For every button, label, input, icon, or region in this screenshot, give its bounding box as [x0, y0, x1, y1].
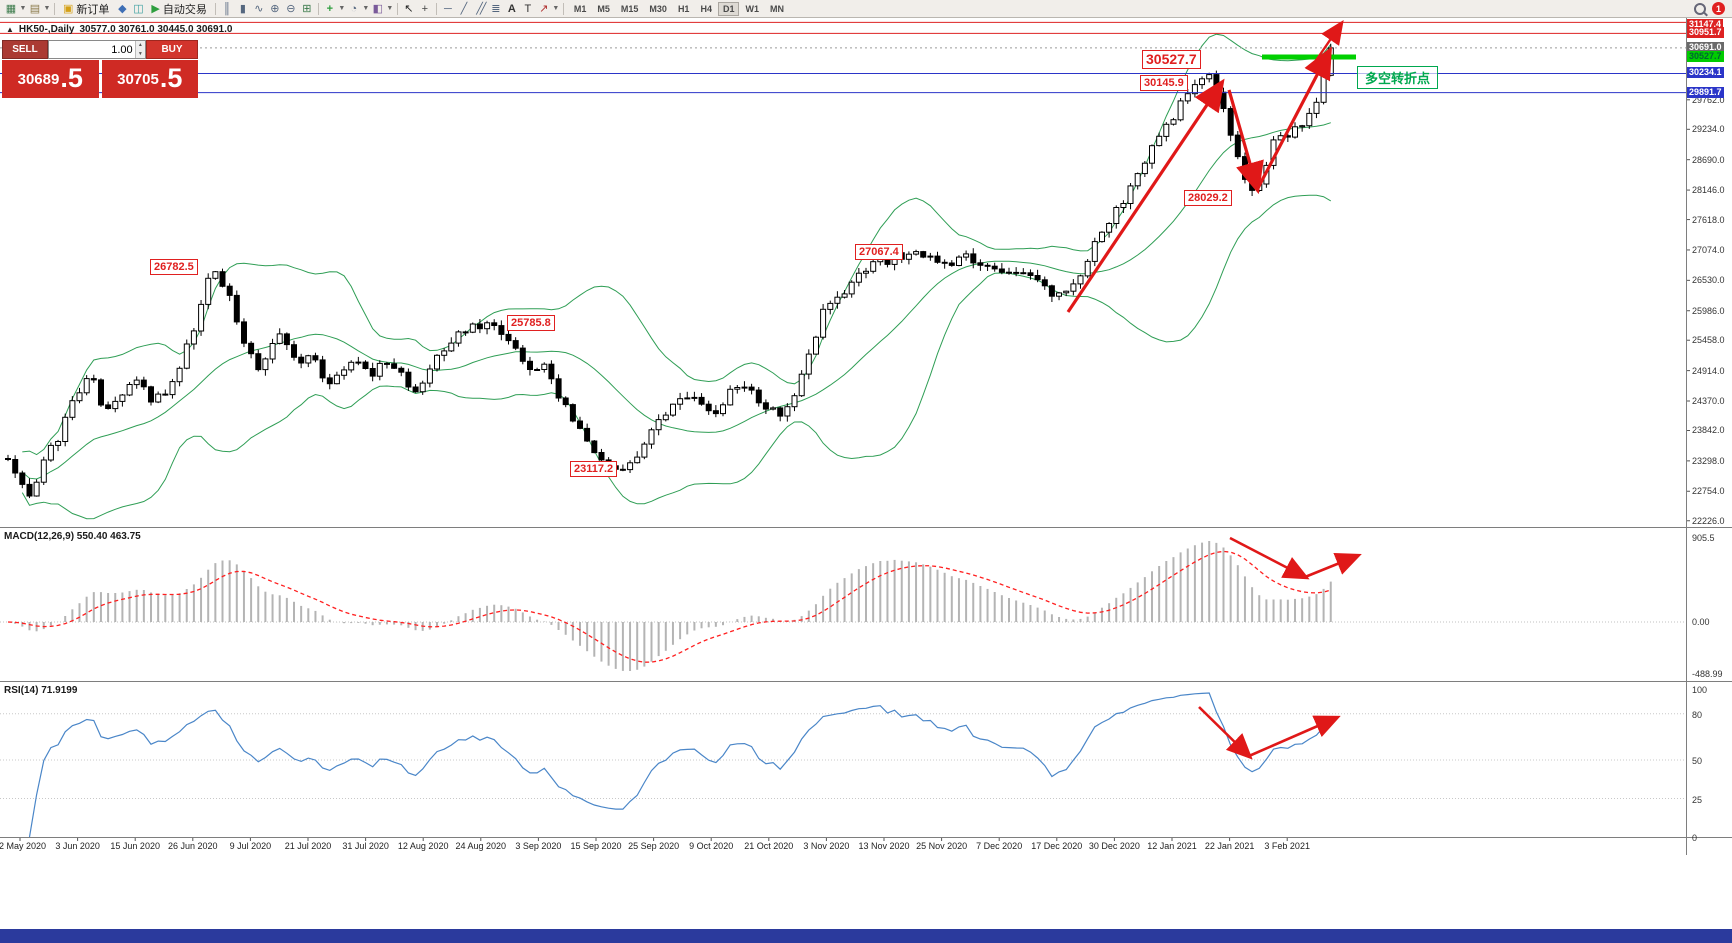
price-axis-border: [1686, 18, 1687, 855]
one-click-panel-toggle[interactable]: ▲: [6, 25, 14, 34]
macd-label: MACD(12,26,9) 550.40 463.75: [4, 531, 141, 542]
sell-button[interactable]: SELL: [2, 40, 48, 59]
tile-windows-icon[interactable]: ⊞: [302, 3, 312, 15]
cursor-icon[interactable]: ↖: [404, 3, 414, 15]
time-axis-border: [0, 837, 1732, 838]
volume-up-button[interactable]: ▲: [135, 41, 145, 50]
chart-header: ▲ HK50-,Daily 30577.0 30761.0 30445.0 30…: [6, 24, 232, 35]
swing-price-label: 26782.5: [150, 259, 198, 275]
fibonacci-icon[interactable]: ≣: [491, 3, 501, 15]
sell-price-button[interactable]: 30689.5: [2, 60, 99, 98]
swing-price-label: 30527.7: [1142, 50, 1201, 69]
periods-icon[interactable]: ◔: [350, 2, 358, 15]
label-icon[interactable]: T: [524, 2, 532, 15]
buy-button[interactable]: BUY: [146, 40, 198, 59]
new-order-label: 新订单: [76, 3, 110, 16]
indicators-icon[interactable]: +: [326, 2, 334, 15]
toolbar-right: 1: [1694, 2, 1729, 15]
trendline-icon[interactable]: ╱: [460, 3, 468, 15]
timeframe-m15[interactable]: M15: [620, 3, 639, 14]
toolbar-separator: [435, 2, 437, 15]
chart-title: HK50-,Daily: [18, 24, 75, 35]
toolbar-separator: [214, 2, 216, 15]
timeframe-m1[interactable]: M1: [573, 3, 587, 14]
swing-price-label: 23117.2: [570, 461, 618, 477]
templates-icon[interactable]: ◧: [372, 3, 384, 15]
swing-price-label: 27067.4: [855, 244, 903, 260]
new-order-button[interactable]: ▣ 新订单: [58, 1, 114, 16]
buy-price-value: 30705: [117, 70, 159, 88]
swing-price-label: 30145.9: [1140, 75, 1188, 91]
timeframe-m30[interactable]: M30: [649, 3, 667, 14]
metaeditor-icon[interactable]: ◆: [118, 3, 127, 15]
volume-down-button[interactable]: ▼: [135, 49, 145, 58]
toolbar: ▦ ▼ ▤ ▼ ▣ 新订单 ◆ ◫ ▶ 自动交易 ║ ▮ ∿ ⊕ ⊖ ⊞ + ▼…: [0, 0, 1732, 18]
timeframe-d1[interactable]: D1: [717, 1, 740, 16]
swing-price-label: 28029.2: [1184, 190, 1232, 206]
volume-input[interactable]: [49, 41, 135, 58]
line-chart-icon[interactable]: ∿: [254, 3, 264, 15]
profiles-icon[interactable]: ▤: [29, 3, 41, 15]
arrows-dropdown-icon[interactable]: ▼: [552, 5, 560, 12]
panel-splitter-macd[interactable]: [0, 527, 1732, 528]
timeframe-h4[interactable]: H4: [700, 3, 712, 14]
timeframes-group: M1 M5 M15 M30 H1 H4 D1 W1 MN: [569, 1, 789, 16]
trade-panel-controls: SELL ▲ ▼ BUY: [2, 40, 198, 59]
bar-chart-icon[interactable]: ║: [222, 2, 231, 15]
zoom-in-icon[interactable]: ⊕: [270, 3, 280, 15]
text-icon[interactable]: A: [507, 2, 516, 15]
search-icon[interactable]: [1694, 2, 1706, 15]
sell-price-value: 30689: [17, 70, 60, 88]
turning-point-label: 多空转折点: [1357, 66, 1439, 89]
channel-icon[interactable]: ╱╱: [476, 3, 486, 15]
chart-list-dropdown-icon[interactable]: ▼: [19, 5, 27, 12]
new-chart-icon[interactable]: ▦: [5, 3, 17, 15]
trade-panel-prices: 30689.5 30705.5: [2, 60, 198, 98]
rsi-label: RSI(14) 71.9199: [4, 685, 78, 696]
zoom-out-icon[interactable]: ⊖: [286, 3, 296, 15]
terminal-icon[interactable]: ◫: [133, 3, 144, 15]
timeframe-w1[interactable]: W1: [745, 3, 759, 14]
autotrading-label: 自动交易: [162, 3, 207, 16]
toolbar-separator: [317, 2, 319, 15]
volume-box: ▲ ▼: [48, 40, 146, 59]
volume-spinner: ▲ ▼: [134, 41, 145, 58]
timeframe-mn[interactable]: MN: [769, 3, 784, 14]
autotrading-play-icon: ▶: [151, 3, 160, 15]
autotrading-button[interactable]: ▶ 自动交易: [146, 1, 211, 16]
profiles-dropdown-icon[interactable]: ▼: [43, 5, 51, 12]
horizontal-line-icon[interactable]: ─: [443, 2, 452, 15]
new-order-icon: ▣: [63, 3, 74, 15]
arrows-tool-icon[interactable]: ↗: [539, 3, 549, 15]
toolbar-separator: [562, 2, 564, 15]
candlestick-chart-icon[interactable]: ▮: [239, 3, 246, 15]
timeframe-h1[interactable]: H1: [677, 3, 690, 14]
templates-dropdown-icon[interactable]: ▼: [386, 5, 394, 12]
notification-badge[interactable]: 1: [1712, 2, 1725, 15]
crosshair-icon[interactable]: +: [421, 2, 429, 15]
sell-price-pips: .5: [60, 63, 83, 94]
swing-price-label: 25785.8: [507, 315, 555, 331]
one-click-trading-panel: SELL ▲ ▼ BUY 30689.5 30705.5: [2, 40, 198, 98]
timeframe-m5[interactable]: M5: [597, 3, 610, 14]
taskbar: [0, 929, 1732, 943]
toolbar-separator: [54, 2, 55, 15]
buy-price-button[interactable]: 30705.5: [101, 60, 198, 98]
chart-ohlc-values: 30577.0 30761.0 30445.0 30691.0: [79, 24, 233, 35]
buy-price-pips: .5: [159, 63, 183, 94]
periods-dropdown-icon[interactable]: ▼: [362, 5, 370, 12]
indicators-dropdown-icon[interactable]: ▼: [338, 5, 346, 12]
toolbar-separator: [396, 2, 398, 15]
panel-splitter-rsi[interactable]: [0, 681, 1732, 682]
